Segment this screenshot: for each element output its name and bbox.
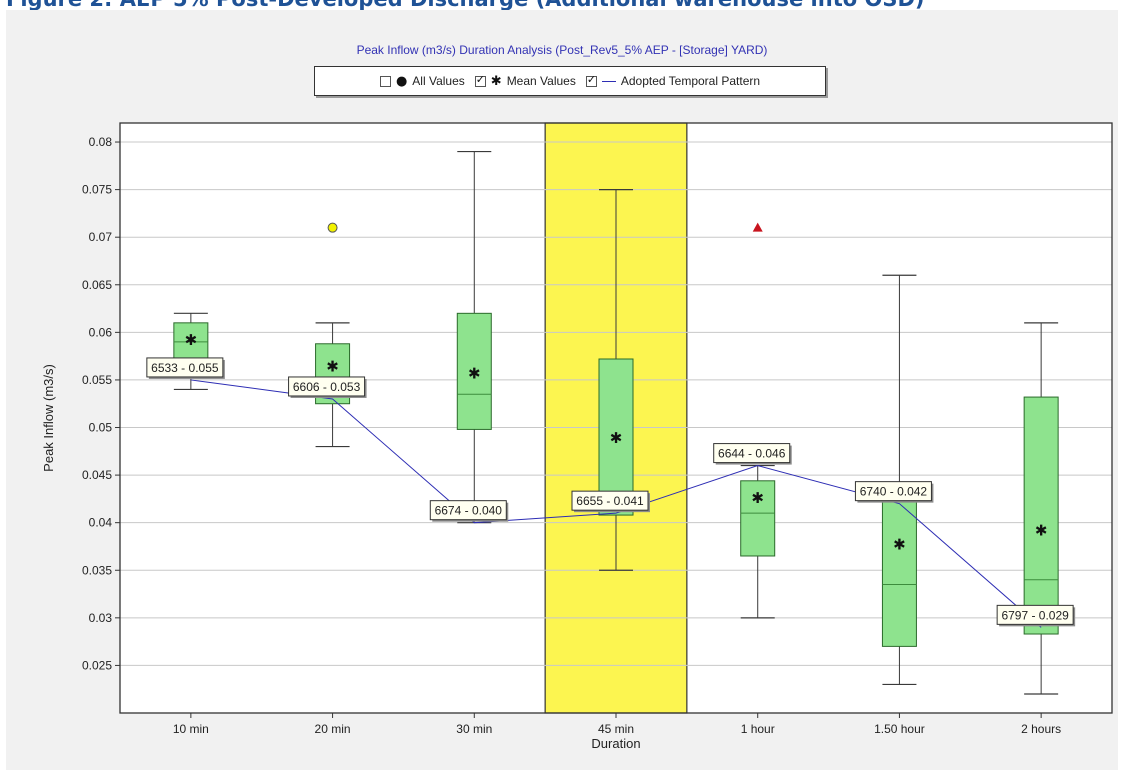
chart-panel: 0.025 0.03 0.035 0.04 0.045 0.05 0.055 0.06 0.06… [6,10,1118,770]
outlier-point [752,222,763,232]
y-axis-title: Peak Inflow (m3/s) [41,364,56,472]
figure-heading: Figure 2: AEP 5% Post-Developed Discharg… [6,0,924,11]
adopted-pattern-line [190,379,1042,628]
y-tick-label: 0.04 [89,516,113,530]
x-tick-label: 1 hour [741,722,775,736]
x-tick-label: 10 min [173,722,209,736]
box [456,312,492,430]
legend-label-adopted-pattern: Adopted Temporal Pattern [620,74,761,88]
checkbox-mean-values[interactable] [474,73,486,87]
x-tick-label: 30 min [456,722,492,736]
mean-marker: ✱ [751,489,764,507]
mean-marker: ✱ [610,429,623,447]
y-tick-label: 0.065 [82,278,112,292]
legend-label-all-values: All Values [412,74,465,88]
legend-label-mean-values: Mean Values [506,74,576,88]
mean-marker: ✱ [326,358,339,376]
y-tick-label: 0.025 [82,658,112,672]
x-tick-label: 45 min [598,722,634,736]
mean-marker: ✱ [185,331,198,349]
x-tick-label: 1.50 hour [874,722,925,736]
line-icon [601,80,616,82]
data-label-box [854,481,932,502]
y-tick-label: 0.08 [89,135,113,149]
data-label: 6740 - 0.042 [860,485,928,499]
legend-item-adopted-pattern[interactable]: Adopted Temporal Pattern [585,73,761,88]
y-tick-label: 0.05 [89,421,113,435]
y-tick-label: 0.03 [89,611,113,625]
outlier-point [327,222,338,233]
y-tick-label: 0.07 [89,230,113,244]
data-label: 6533 - 0.055 [151,361,219,375]
checkbox-all-values[interactable] [379,75,391,87]
legend-item-mean-values[interactable]: ✱ Mean Values [474,73,576,89]
chart-title: Peak Inflow (m3/s) Duration Analysis (Po… [356,43,768,57]
y-tick-label: 0.075 [82,183,112,197]
data-label-box [996,604,1074,625]
box [1023,396,1059,635]
y-tick-label: 0.055 [82,373,112,387]
mean-marker: ✱ [468,364,481,382]
mean-marker: ✱ [893,536,906,554]
data-label: 6644 - 0.046 [718,447,786,461]
mean-marker: ✱ [1035,521,1048,539]
x-tick-label: 2 hours [1021,722,1061,736]
y-tick-label: 0.035 [82,563,112,577]
data-label-box [713,443,791,464]
data-label: 6674 - 0.040 [435,504,503,518]
data-label: 6606 - 0.053 [293,380,361,394]
asterisk-icon: ✱ [490,73,502,89]
y-tick-label: 0.06 [89,325,113,339]
dot-icon: ● [395,73,408,89]
y-tick-label: 0.045 [82,468,112,482]
box-plot-chart: 0.025 0.03 0.035 0.04 0.045 0.05 0.055 0.06 0.06… [41,122,1113,751]
box [881,495,917,647]
box [598,358,634,516]
x-tick-label: 20 min [315,722,351,736]
checkbox-adopted-pattern[interactable] [585,73,597,87]
data-label-box [146,357,224,378]
legend-item-all-values[interactable]: ● All Values [379,73,465,89]
x-axis-title: Duration [591,736,640,751]
data-label: 6655 - 0.041 [576,494,644,508]
data-label-box [288,376,366,397]
data-label-box [429,500,507,521]
data-label-box [571,490,649,511]
data-label: 6797 - 0.029 [1001,608,1069,622]
box [740,480,776,557]
chart-legend: ● All Values ✱ Mean Values Adopted Tempo… [314,66,826,96]
